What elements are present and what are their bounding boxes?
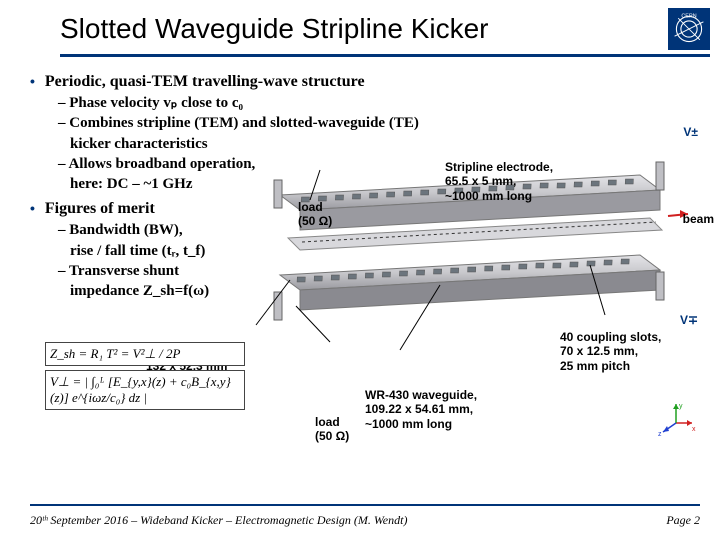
sub-1a: Phase velocity vₚ close to c₀: [58, 93, 702, 113]
anno-wr430: WR-430 waveguide, 109.22 x 54.61 mm, ~10…: [365, 388, 477, 431]
anno-stripline: Stripline electrode, 65.5 x 5 mm, ~1000 …: [445, 160, 553, 203]
svg-text:y: y: [679, 403, 683, 410]
equation-vperp: V⊥ = | ∫₀ᴸ [E_{y,x}(z) + c₀B_{x,y}(z)] e…: [45, 370, 245, 410]
svg-text:x: x: [692, 426, 696, 433]
anno-beam: beam: [683, 212, 714, 226]
page-title: Slotted Waveguide Stripline Kicker: [60, 13, 668, 45]
anno-slots: 40 coupling slots, 70 x 12.5 mm, 25 mm p…: [560, 330, 661, 373]
anno-vminus: V∓: [680, 313, 698, 327]
axes-icon: x y z: [656, 398, 696, 438]
equation-zsh: Z_sh = R₁ T² = V²⊥ / 2P: [45, 342, 245, 366]
footer-left: 20ᵗʰ September 2016 – Wideband Kicker – …: [30, 513, 407, 528]
svg-text:z: z: [658, 431, 662, 438]
bullet-1: Periodic, quasi-TEM travelling-wave stru…: [30, 73, 702, 91]
anno-vplus: V±: [683, 125, 698, 139]
footer-right: Page 2: [666, 513, 700, 528]
anno-load-bottom: load (50 Ω): [315, 415, 349, 444]
anno-load-top: load (50 Ω): [298, 200, 332, 229]
cern-logo: CERN: [668, 8, 710, 50]
svg-text:CERN: CERN: [681, 13, 696, 19]
footer-rule: [30, 504, 700, 506]
